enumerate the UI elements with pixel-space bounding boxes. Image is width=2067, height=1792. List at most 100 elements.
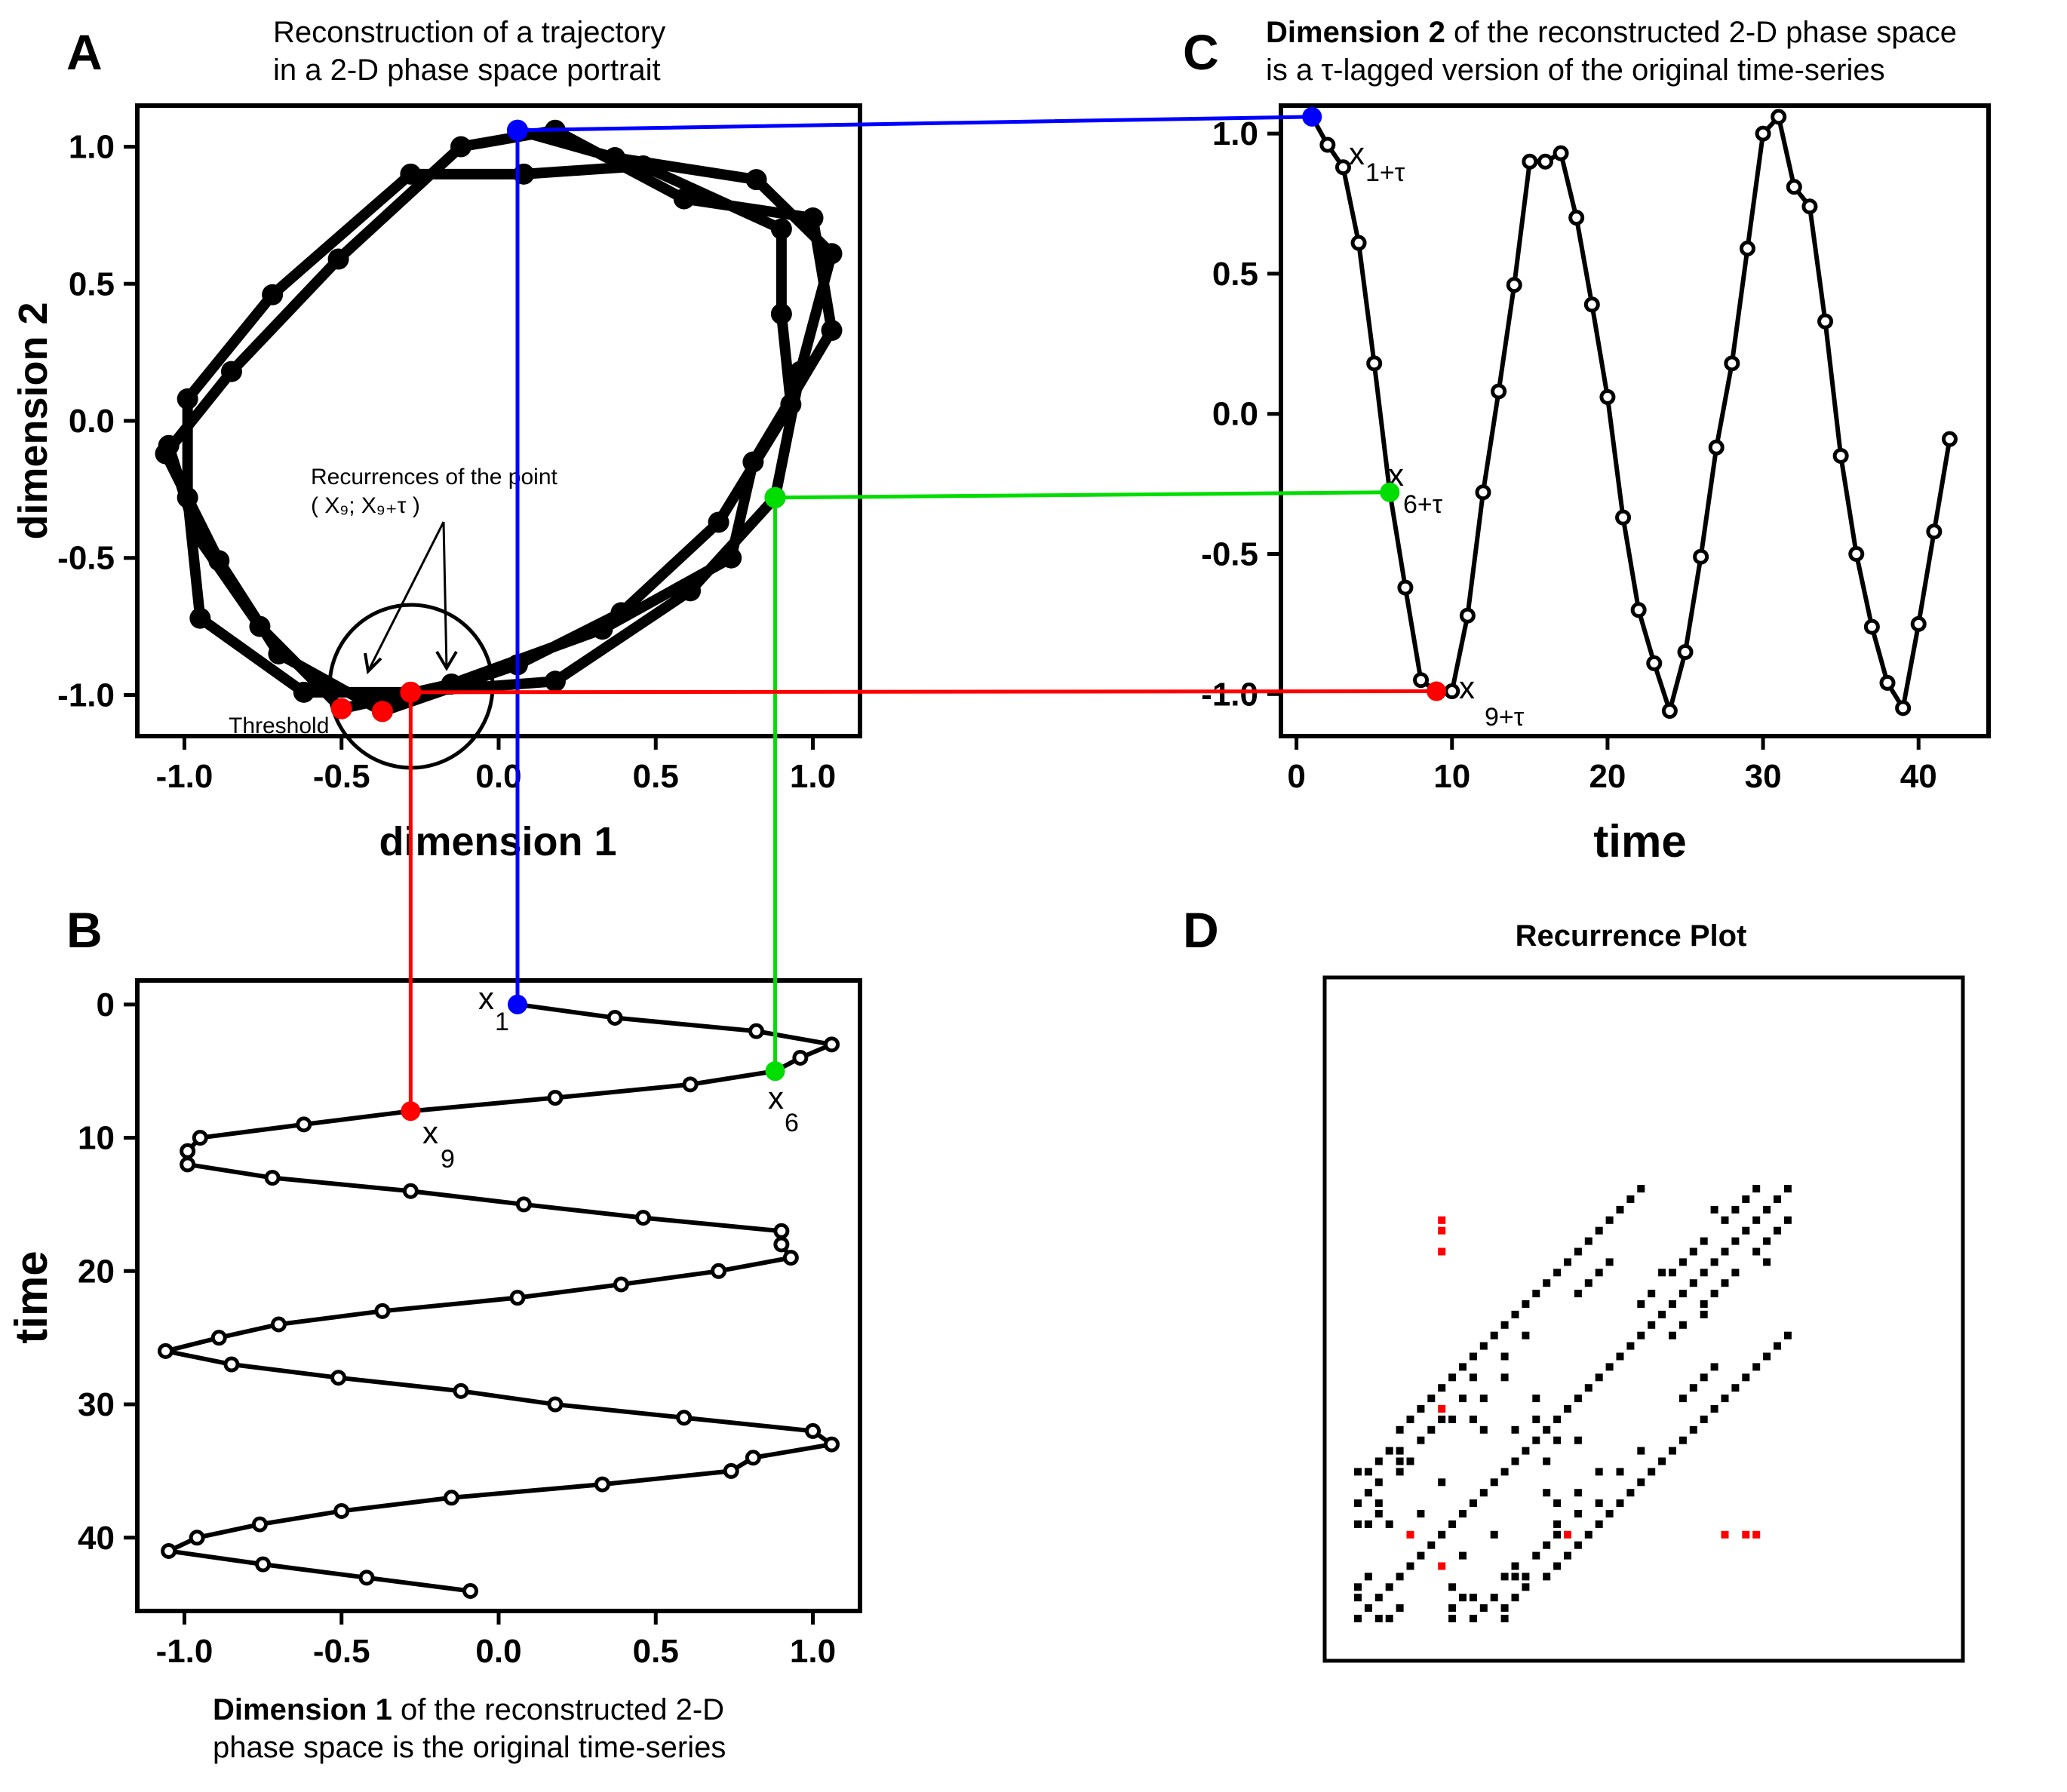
rp-cell (1721, 1216, 1729, 1224)
phase-point-22 (610, 602, 632, 624)
rp-cell (1490, 1530, 1498, 1539)
rp-cell (1700, 1415, 1708, 1423)
phase-point-40 (249, 615, 271, 637)
rp-cell (1553, 1562, 1562, 1570)
phase-point-11 (189, 607, 211, 629)
rp-cell-highlight (1438, 1216, 1446, 1224)
lagged-point-t3 (1334, 159, 1351, 176)
rp-cell-diagonal (1417, 1551, 1425, 1560)
lagged-point-t2 (1319, 137, 1336, 153)
recurrence-neighbor-point (330, 698, 352, 720)
lagged-point-t41 (1926, 523, 1943, 540)
label-x1: x (478, 980, 494, 1016)
series-point-t44 (462, 1582, 479, 1599)
rp-cell (1532, 1395, 1540, 1403)
rp-cell (1427, 1425, 1436, 1434)
rp-cell (1584, 1237, 1592, 1245)
rp-cell (1637, 1478, 1645, 1487)
lagged-point-t30 (1755, 125, 1771, 142)
rp-cell-diagonal (1564, 1405, 1571, 1413)
rp-cell (1710, 1405, 1718, 1413)
rp-cell-diagonal (1774, 1195, 1781, 1203)
rp-cell (1354, 1583, 1362, 1591)
panel-c-y-axis: 1.0 0.5 0.0 -0.5 -1.0 (1201, 115, 1281, 713)
phase-point-38 (441, 673, 462, 695)
rp-cell-diagonal (1511, 1457, 1519, 1465)
rp-cell (1605, 1258, 1614, 1266)
panel-c: C Dimension 2 of the reconstructed 2-D p… (1183, 16, 1991, 867)
lagged-point-t4 (1350, 235, 1367, 251)
lagged-point-t5 (1366, 355, 1383, 372)
lagged-point-t25 (1677, 644, 1694, 661)
rp-cell (1689, 1247, 1697, 1256)
panel-c-xlabel: time (1593, 816, 1686, 867)
rp-cell (1658, 1457, 1666, 1465)
label-x6: x (768, 1080, 784, 1115)
lagged-point-t32 (1786, 179, 1802, 195)
recurrence-matrix (1354, 1185, 1792, 1622)
rp-cell (1385, 1520, 1393, 1528)
c-ytick-label: 0.0 (1212, 396, 1258, 433)
rp-cell (1522, 1583, 1530, 1591)
rp-cell (1678, 1436, 1687, 1444)
rp-cell (1385, 1447, 1393, 1455)
lagged-point-t27 (1708, 439, 1725, 456)
rp-cell (1752, 1185, 1761, 1193)
rp-cell (1774, 1226, 1781, 1235)
rp-cell (1783, 1216, 1792, 1224)
rp-cell-diagonal (1700, 1269, 1708, 1277)
lagged-point-t24 (1661, 703, 1678, 720)
rp-cell (1511, 1425, 1519, 1434)
b-ytick-label: 10 (78, 1120, 115, 1157)
rp-cell (1584, 1279, 1592, 1287)
phase-point-35 (742, 451, 764, 473)
rp-cell (1553, 1269, 1562, 1277)
threshold-label: Threshold (229, 713, 329, 738)
rp-cell-diagonal (1490, 1478, 1498, 1487)
series-point-t3 (824, 1036, 840, 1053)
highlight-x1-lagged (1302, 106, 1322, 127)
rp-cell (1448, 1415, 1457, 1423)
rp-cell (1595, 1226, 1603, 1235)
rp-cell (1574, 1510, 1582, 1517)
rp-cell-diagonal (1752, 1216, 1761, 1224)
panel-b: B -1.0 -0.5 0.0 0.5 1.0 0 10 20 30 40 time Dimen… (6, 902, 862, 1764)
c-ytick-label: 0.5 (1212, 256, 1258, 293)
a-xtick-label: -0.5 (313, 758, 370, 795)
b-xtick-label: -1.0 (156, 1633, 213, 1670)
lagged-point-t29 (1739, 240, 1755, 256)
rp-cell-diagonal (1783, 1185, 1792, 1193)
rp-cell (1417, 1405, 1425, 1413)
phase-point-30 (450, 136, 472, 158)
rp-cell (1543, 1541, 1551, 1549)
rp-cell (1364, 1520, 1372, 1528)
rp-cell (1396, 1457, 1404, 1465)
rp-cell-diagonal (1605, 1363, 1614, 1371)
rp-cell (1543, 1573, 1551, 1581)
phase-point-41 (186, 525, 208, 547)
series-point-t32 (805, 1422, 822, 1439)
rp-cell-diagonal (1354, 1615, 1362, 1622)
series-point-t42 (255, 1556, 272, 1573)
panel-letter-c: C (1183, 24, 1219, 80)
rp-cell (1374, 1457, 1383, 1465)
lagged-point-t18 (1568, 210, 1585, 226)
rp-cell (1479, 1425, 1488, 1434)
rp-cell (1637, 1300, 1645, 1308)
lagged-point-t34 (1817, 313, 1834, 330)
panel-letter-a: A (66, 24, 103, 80)
rp-cell (1616, 1468, 1624, 1476)
phase-point-21 (708, 511, 729, 533)
rp-cell (1448, 1604, 1457, 1612)
rp-cell (1354, 1594, 1362, 1602)
highlight-x6-lagged (1380, 482, 1400, 502)
rp-cell (1406, 1457, 1414, 1465)
panel-c-caption-line2: is a τ-lagged version of the original ti… (1266, 54, 1885, 87)
highlight-x9-phase (400, 681, 422, 703)
phase-point-17 (632, 155, 654, 176)
lagged-point-t22 (1630, 602, 1647, 618)
rp-cell (1396, 1468, 1404, 1476)
c-xtick-label: 0 (1287, 758, 1305, 795)
rp-cell (1438, 1384, 1446, 1392)
